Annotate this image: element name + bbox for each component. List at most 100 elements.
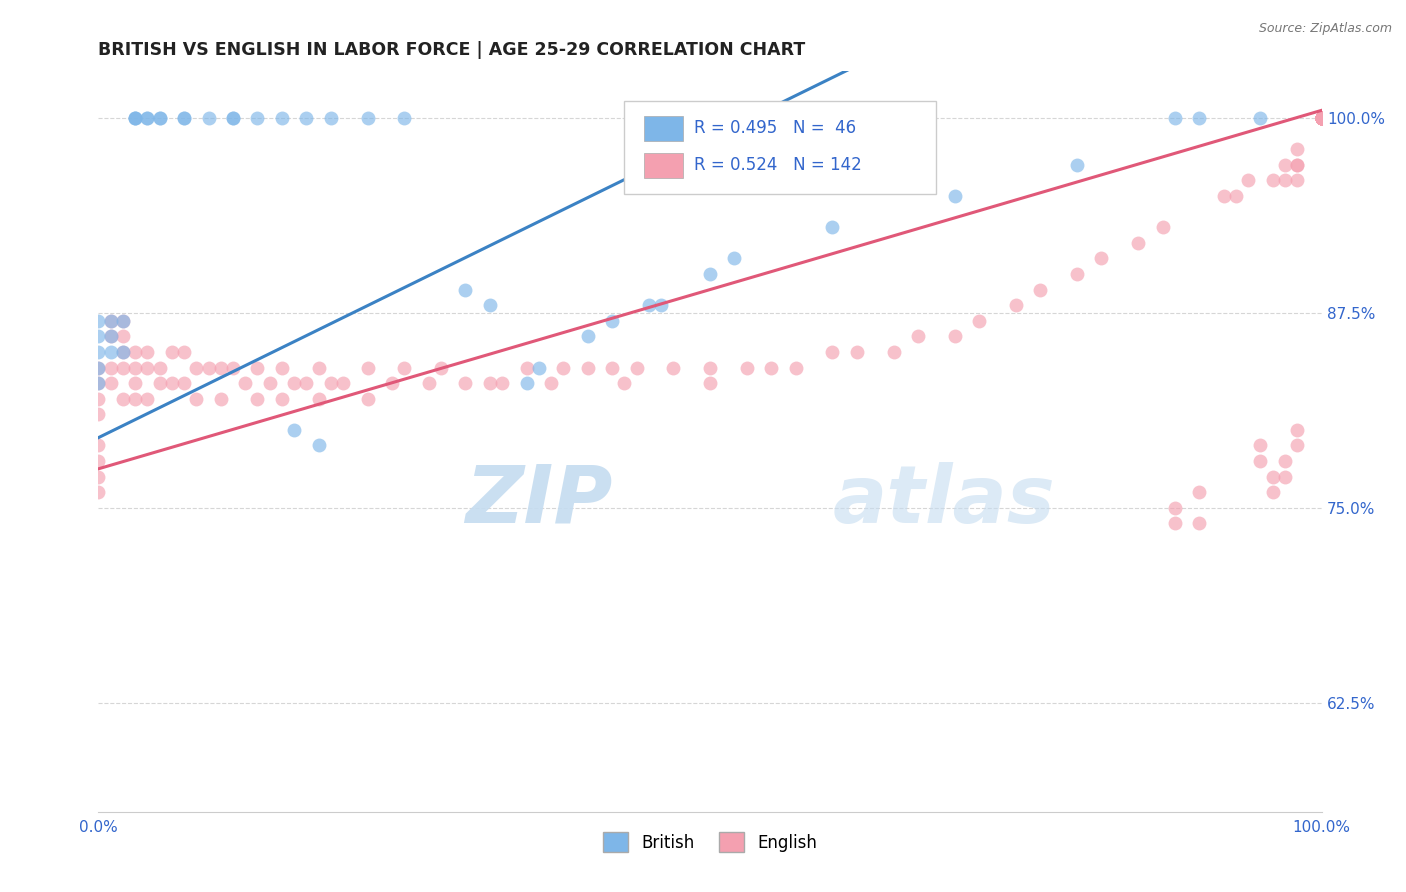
Point: [1310, 111, 1333, 125]
Point: [100, 360, 122, 375]
Point: [111, 360, 134, 375]
Point: [699, 360, 721, 375]
Point: [87, 454, 110, 468]
Point: [699, 267, 721, 281]
Point: [295, 111, 318, 125]
Point: [761, 360, 783, 375]
Point: [197, 111, 219, 125]
Point: [723, 252, 745, 266]
Point: [1261, 469, 1284, 483]
Point: [1310, 111, 1333, 125]
Point: [136, 345, 159, 359]
Point: [356, 392, 378, 406]
Point: [515, 376, 537, 390]
Point: [1066, 267, 1088, 281]
Point: [246, 392, 269, 406]
Point: [735, 360, 758, 375]
Point: [186, 360, 208, 375]
Point: [149, 360, 172, 375]
Point: [1310, 111, 1333, 125]
Point: [662, 360, 685, 375]
Point: [1310, 111, 1333, 125]
Point: [1310, 111, 1333, 125]
Point: [1286, 158, 1309, 172]
Point: [173, 345, 195, 359]
Point: [111, 314, 134, 328]
Point: [209, 360, 232, 375]
Point: [149, 376, 172, 390]
Text: R = 0.524   N = 142: R = 0.524 N = 142: [695, 156, 862, 174]
Point: [308, 360, 330, 375]
Point: [356, 111, 378, 125]
Point: [1310, 111, 1333, 125]
Point: [222, 111, 245, 125]
Point: [173, 376, 195, 390]
Point: [600, 360, 623, 375]
Point: [1212, 189, 1234, 203]
Point: [111, 392, 134, 406]
Point: [1164, 516, 1187, 531]
Point: [100, 314, 122, 328]
Point: [1310, 111, 1333, 125]
Point: [1286, 158, 1309, 172]
Point: [1188, 485, 1211, 500]
Point: [1310, 111, 1333, 125]
Point: [1310, 111, 1333, 125]
Point: [1310, 111, 1333, 125]
Point: [1310, 111, 1333, 125]
Point: [87, 407, 110, 421]
Point: [1274, 158, 1296, 172]
Point: [785, 360, 807, 375]
Point: [907, 329, 929, 343]
Point: [111, 345, 134, 359]
Point: [1286, 142, 1309, 156]
Point: [87, 345, 110, 359]
Point: [1310, 111, 1333, 125]
Point: [943, 329, 966, 343]
Point: [576, 360, 599, 375]
Point: [1310, 111, 1333, 125]
Point: [1310, 111, 1333, 125]
Point: [209, 392, 232, 406]
Point: [1029, 283, 1052, 297]
Point: [1310, 111, 1333, 125]
Point: [283, 376, 305, 390]
Point: [967, 314, 990, 328]
Point: [356, 360, 378, 375]
Point: [100, 345, 122, 359]
Point: [1310, 111, 1333, 125]
Point: [124, 345, 146, 359]
FancyBboxPatch shape: [644, 153, 683, 178]
Point: [1164, 500, 1187, 515]
Point: [478, 376, 501, 390]
Point: [136, 111, 159, 125]
Point: [454, 283, 477, 297]
Point: [1225, 189, 1247, 203]
Point: [1128, 235, 1150, 250]
Point: [600, 314, 623, 328]
Point: [1310, 111, 1333, 125]
Point: [1310, 111, 1333, 125]
Point: [392, 111, 416, 125]
Point: [1274, 173, 1296, 187]
Point: [1310, 111, 1333, 125]
Point: [173, 111, 195, 125]
Point: [87, 360, 110, 375]
Point: [222, 111, 245, 125]
Point: [478, 298, 501, 312]
Point: [1310, 111, 1333, 125]
Point: [540, 376, 562, 390]
Point: [100, 329, 122, 343]
Point: [943, 189, 966, 203]
Point: [1310, 111, 1333, 125]
Point: [87, 314, 110, 328]
Point: [821, 345, 844, 359]
Text: atlas: atlas: [832, 462, 1054, 540]
Point: [100, 314, 122, 328]
Point: [1310, 111, 1333, 125]
Point: [124, 360, 146, 375]
Point: [233, 376, 256, 390]
Point: [111, 329, 134, 343]
Point: [1310, 111, 1333, 125]
Point: [1310, 111, 1333, 125]
